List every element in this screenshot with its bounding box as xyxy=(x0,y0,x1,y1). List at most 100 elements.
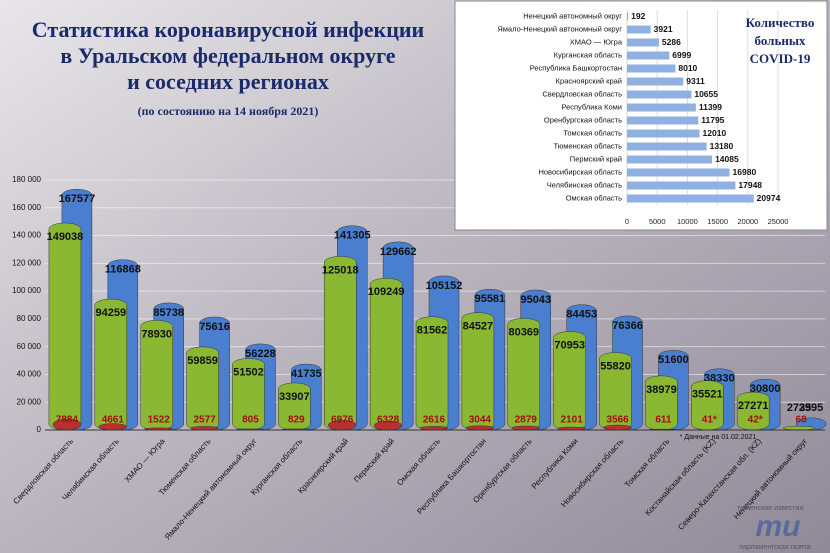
y-tick-label: Новосибирская область xyxy=(538,167,622,176)
y-tick-label: 20 000 xyxy=(17,397,42,406)
value-label: 167577 xyxy=(59,193,96,205)
x-tick-label: 25000 xyxy=(768,217,789,226)
bar xyxy=(627,90,692,99)
y-tick-label: 140 000 xyxy=(12,231,41,240)
y-tick-label: Челябинская область xyxy=(547,180,622,189)
value-label: 109249 xyxy=(368,286,405,298)
value-label: 105152 xyxy=(426,280,463,292)
inset-title: COVID-19 xyxy=(750,51,811,66)
y-tick-label: Ненецкий автономный округ xyxy=(523,11,622,20)
value-label: 42* xyxy=(748,415,763,426)
value-label: 76366 xyxy=(612,320,643,332)
value-label: 85738 xyxy=(153,307,184,319)
value-label: 35521 xyxy=(692,389,723,401)
value-label: 78930 xyxy=(141,328,172,340)
value-label: 12010 xyxy=(703,128,727,138)
value-label: 51600 xyxy=(658,354,689,366)
bar xyxy=(627,168,730,177)
value-label: 75616 xyxy=(199,321,230,333)
value-label: 129662 xyxy=(380,246,417,258)
cylinder xyxy=(369,278,403,431)
value-label: 116868 xyxy=(105,264,141,276)
value-label: 192 xyxy=(631,11,645,21)
value-label: 95581 xyxy=(475,293,506,305)
y-tick-label: Ямало-Ненецкий автономный округ xyxy=(497,24,622,33)
value-label: 6328 xyxy=(377,415,400,426)
value-label: 611 xyxy=(655,415,672,426)
y-tick-label: 80 000 xyxy=(17,314,42,323)
bar xyxy=(627,116,699,125)
value-label: 829 xyxy=(288,415,305,426)
y-tick-label: 0 xyxy=(37,425,42,434)
x-tick-label: 20000 xyxy=(737,217,758,226)
value-label: 805 xyxy=(242,415,259,426)
value-label: 8010 xyxy=(678,63,697,73)
note: * Данные на 01.02.2021 xyxy=(680,434,757,441)
x-tick-label: 0 xyxy=(625,217,629,226)
value-label: 80369 xyxy=(508,326,539,338)
bar xyxy=(627,103,696,112)
cylinder xyxy=(323,256,357,431)
y-tick-label: Свердловская область xyxy=(542,89,622,98)
cylinder xyxy=(48,222,82,431)
value-label: 59859 xyxy=(187,355,218,367)
value-label: 84527 xyxy=(463,321,494,333)
value-label: 51502 xyxy=(233,366,264,378)
value-label: 16980 xyxy=(733,167,757,177)
value-label: 2735 xyxy=(787,402,811,414)
y-tick-label: Томская область xyxy=(563,128,622,137)
bar xyxy=(627,25,651,34)
bar xyxy=(627,38,659,47)
value-label: 6976 xyxy=(331,415,354,426)
value-label: 55820 xyxy=(600,360,631,372)
y-tick-label: 40 000 xyxy=(17,370,42,379)
value-label: 6999 xyxy=(672,50,691,60)
value-label: 3921 xyxy=(654,24,673,34)
value-label: 1522 xyxy=(148,415,171,426)
value-label: 41735 xyxy=(291,368,322,380)
bar xyxy=(627,142,707,151)
value-label: 68 xyxy=(795,415,807,426)
value-label: 27271 xyxy=(738,400,769,412)
y-tick-label: Оренбургская область xyxy=(544,115,622,124)
y-tick-label: Омская область xyxy=(566,193,622,202)
cylinder xyxy=(782,425,816,431)
value-label: 149038 xyxy=(47,231,84,243)
value-label: 3566 xyxy=(606,415,629,426)
y-tick-label: Курганская область xyxy=(554,50,622,59)
chart-title: (по состоянию на 14 ноября 2021) xyxy=(138,104,319,118)
y-tick-label: Республика Коми xyxy=(561,102,622,111)
cylinder xyxy=(465,425,495,431)
chart-title: Статистика коронавирусной инфекции xyxy=(32,17,425,42)
value-label: 13180 xyxy=(710,141,734,151)
value-label: 41* xyxy=(702,415,717,426)
value-label: 94259 xyxy=(96,307,127,319)
y-tick-label: Пермский край xyxy=(570,154,622,163)
bar xyxy=(627,155,713,164)
brand-logo: ти xyxy=(756,510,801,543)
value-label: 2995 xyxy=(799,402,823,414)
y-tick-label: 120 000 xyxy=(12,258,41,267)
bar xyxy=(627,129,700,138)
value-label: 9311 xyxy=(686,76,705,86)
value-label: 141305 xyxy=(334,230,371,242)
y-tick-label: 100 000 xyxy=(12,286,41,295)
value-label: 5286 xyxy=(662,37,681,47)
y-tick-label: 60 000 xyxy=(17,342,42,351)
bar xyxy=(627,194,754,203)
value-label: 38979 xyxy=(646,384,677,396)
bar xyxy=(627,181,736,190)
value-label: 14085 xyxy=(715,154,739,164)
value-label: 84453 xyxy=(566,309,597,321)
value-label: 125018 xyxy=(322,264,359,276)
bar xyxy=(627,12,629,21)
y-tick-label: Республика Башкортостан xyxy=(530,63,622,72)
cylinder xyxy=(419,426,449,431)
y-tick-label: 180 000 xyxy=(12,175,41,184)
value-label: 7884 xyxy=(56,415,79,426)
cylinder xyxy=(603,424,632,431)
inset-title: Количество xyxy=(746,15,815,30)
bar xyxy=(627,77,684,86)
chart-title: и соседних регионах xyxy=(127,69,329,94)
